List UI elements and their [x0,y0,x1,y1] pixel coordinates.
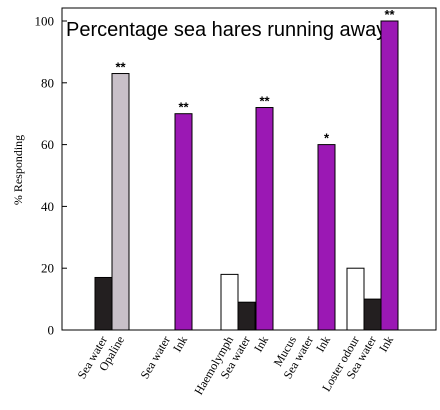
category-label: Ink [251,334,271,355]
bar-12 [363,298,382,331]
y-tick-label: 40 [41,199,54,214]
category-label: Ink [170,334,190,355]
bar-6 [237,301,256,331]
category-label: Ink [313,334,333,355]
significance-label: ** [115,60,126,75]
bar-10 [317,144,336,331]
significance-label: ** [259,94,270,109]
y-tick-label: 100 [35,14,55,29]
bar-4 [174,113,193,331]
y-tick-label: 80 [41,75,54,90]
y-axis-ticks: 0 20 40 60 80 100 [35,14,67,338]
significance-label: * [324,131,330,146]
significance-label: ** [384,7,395,22]
bar-5 [220,273,239,331]
bar-2 [111,73,130,331]
significance-labels: **** ***** [115,7,395,146]
bar-7 [255,107,274,331]
bar-1 [94,276,113,331]
bar-11 [346,267,365,331]
chart-title: Percentage sea hares running away [66,19,386,41]
bars-group [94,20,399,331]
y-axis-label: % Responding [11,135,25,205]
significance-label: ** [178,100,189,115]
y-tick-label: 60 [41,137,54,152]
category-label: Ink [376,334,396,355]
y-tick-label: 20 [41,261,54,276]
bar-13 [380,20,399,331]
category-label: Sea water [137,334,173,382]
y-tick-label: 0 [48,323,55,338]
